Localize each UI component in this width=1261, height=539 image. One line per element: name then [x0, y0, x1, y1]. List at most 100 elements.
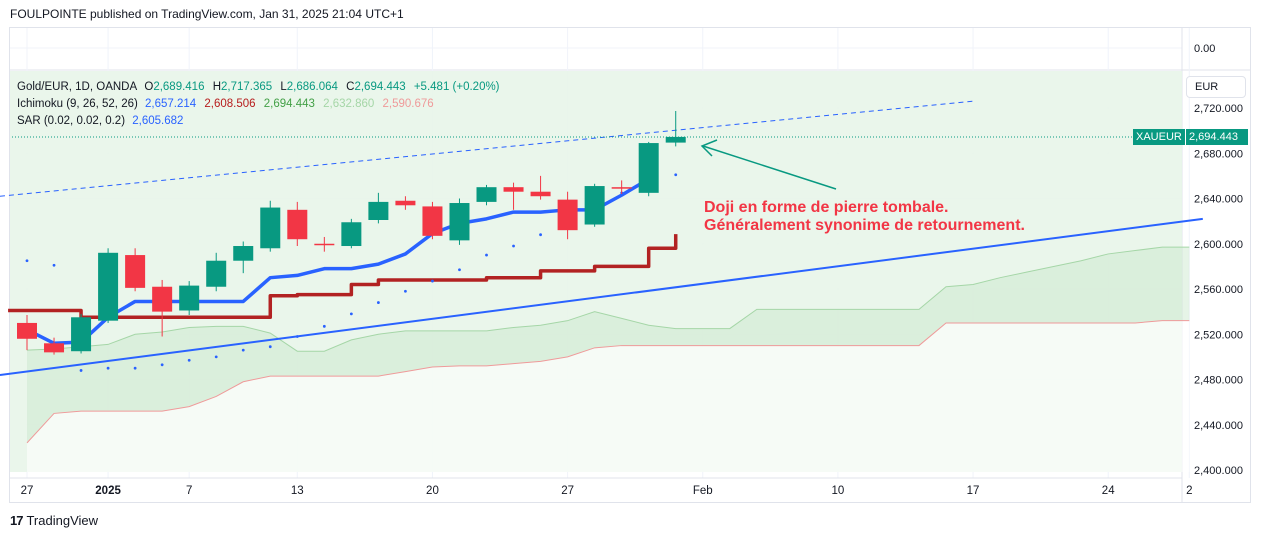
- last-price-tag: 2,694.443: [1186, 129, 1248, 145]
- candle: [287, 201, 308, 247]
- ichimoku-value-1: 2,657.214: [145, 98, 197, 110]
- low-value: 2,686.064: [286, 81, 338, 93]
- candle-body: [449, 203, 470, 241]
- price-tick-label: 2,480.000: [1194, 375, 1243, 387]
- candle-body: [71, 317, 92, 352]
- price-tick-label-top: 0.00: [1194, 43, 1215, 55]
- ichimoku-label[interactable]: Ichimoku (9, 26, 52, 26): [17, 98, 138, 110]
- sar-dot: [674, 173, 678, 177]
- time-tick-label: 2025: [95, 485, 121, 497]
- annotation-arrow: [700, 139, 837, 190]
- price-tick-label: 2,440.000: [1194, 420, 1243, 432]
- chart-frame: [9, 27, 1251, 503]
- currency-button[interactable]: EUR: [1186, 76, 1246, 98]
- candle-body: [179, 285, 200, 311]
- price-tick-label: 2,640.000: [1194, 194, 1243, 206]
- span-b-line: [26, 320, 1190, 444]
- candle-body: [206, 260, 227, 287]
- candle: [125, 248, 146, 292]
- sar-dot: [376, 301, 380, 304]
- ichimoku-cloud: [10, 71, 1190, 472]
- candle: [449, 198, 470, 245]
- candle: [422, 201, 443, 240]
- close-value: 2,694.443: [354, 81, 406, 93]
- price-tick-label: 2,400.000: [1194, 465, 1243, 477]
- candle-body: [17, 322, 37, 339]
- ichimoku-value-2: 2,608.506: [204, 98, 256, 110]
- candle: [260, 200, 281, 252]
- sar-label[interactable]: SAR (0.02, 0.02, 0.2): [17, 115, 126, 127]
- low-key: L: [280, 81, 287, 93]
- annotation-text[interactable]: Doji en forme de pierre tombale. Général…: [704, 199, 1025, 235]
- sar-dot: [539, 233, 542, 237]
- candle-body: [341, 222, 362, 247]
- candle-body: [422, 206, 443, 236]
- annotation-line-1: Doji en forme de pierre tombale.: [704, 199, 949, 216]
- candle-body: [476, 187, 497, 202]
- legend-ichimoku-row: Ichimoku (9, 26, 52, 26) 2,657.214 2,608…: [17, 96, 505, 113]
- candles: [17, 110, 686, 355]
- candle: [233, 241, 254, 274]
- chart-legend: Gold/EUR, 1D, OANDA O2,689.416 H2,717.36…: [17, 79, 505, 130]
- time-tick-label: 27: [561, 485, 574, 497]
- candle-body: [44, 343, 65, 353]
- sar-dot: [268, 345, 272, 349]
- candle-body: [611, 187, 632, 189]
- sar-dot: [404, 289, 407, 293]
- candle-body: [287, 209, 308, 240]
- sar-dot: [485, 253, 488, 257]
- open-value: 2,689.416: [153, 81, 205, 93]
- price-tick-label: 2,600.000: [1194, 239, 1243, 251]
- span-a-line: [26, 246, 1190, 352]
- candle: [98, 248, 119, 323]
- candle: [557, 191, 578, 240]
- sar-dot: [106, 366, 110, 370]
- time-tick-label: 7: [186, 485, 192, 497]
- arrow-head: [700, 139, 718, 157]
- candle: [665, 110, 686, 147]
- time-tick-label: 17: [967, 485, 980, 497]
- lower-area: [27, 320, 1190, 472]
- candle: [476, 184, 497, 206]
- candle: [152, 279, 173, 337]
- sar-dot: [458, 268, 461, 272]
- time-tick-label: 27: [21, 485, 34, 497]
- time-tick-label: 2: [1186, 485, 1192, 497]
- tradingview-logo-icon: 17: [10, 513, 24, 528]
- tradingview-logo[interactable]: 17 TradingView: [10, 513, 98, 528]
- symbol-name[interactable]: Gold/EUR, 1D, OANDA: [17, 81, 138, 93]
- arrow-shaft: [702, 145, 837, 190]
- annotation-line-2: Généralement synonime de retournement.: [704, 217, 1025, 234]
- time-tick-label: Feb: [693, 485, 713, 497]
- ichimoku-value-4: 2,632.860: [323, 98, 375, 110]
- candle-body: [638, 143, 659, 193]
- candle: [206, 252, 227, 292]
- sar-dot: [512, 244, 515, 248]
- sar-dot: [322, 324, 326, 328]
- candle-body: [584, 186, 605, 225]
- high-value: 2,717.365: [221, 81, 273, 93]
- publisher-line: FOULPOINTE published on TradingView.com,…: [10, 7, 404, 21]
- ichimoku-value-3: 2,694.443: [263, 98, 315, 110]
- price-tick-label: 2,560.000: [1194, 284, 1243, 296]
- candle-body: [314, 243, 335, 246]
- price-tick-label: 2,680.000: [1194, 148, 1243, 160]
- sar-dot: [431, 279, 434, 283]
- sar-value: 2,605.682: [132, 115, 184, 127]
- sar-dot: [160, 363, 164, 367]
- candle-body: [368, 201, 389, 220]
- time-axis: 27 2025 7 13 20 27 Feb 10 17 24 2: [21, 485, 1193, 497]
- support-trendline: [0, 217, 1203, 376]
- cloud-fill: [27, 247, 1190, 443]
- candle-body: [665, 136, 686, 143]
- sar-dot: [214, 355, 218, 359]
- candle: [503, 182, 524, 210]
- candle-body: [125, 255, 146, 288]
- time-tick-label: 13: [291, 485, 304, 497]
- candle: [71, 313, 92, 354]
- candle-body: [503, 187, 524, 192]
- symbol-tag: XAUEUR: [1133, 129, 1185, 145]
- price-axis: 2,720.000 2,680.000 2,640.000 2,600.000 2,56…: [1194, 43, 1243, 477]
- trendlines: [0, 100, 1203, 376]
